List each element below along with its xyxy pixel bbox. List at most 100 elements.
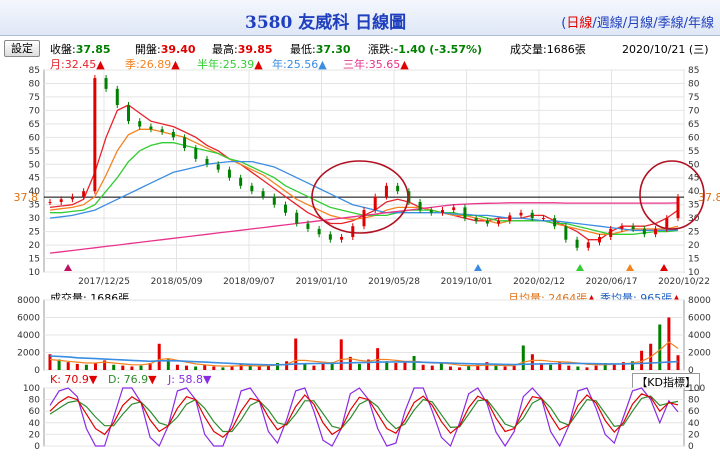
kd-ytick-label-left: 80 xyxy=(29,396,41,406)
ma-legend-year: 年:25.56▲ xyxy=(272,56,327,72)
volume-bar xyxy=(558,362,562,370)
kd-d-arrow: ▼ xyxy=(148,373,157,386)
price-ytick-label-right: 80 xyxy=(688,79,700,89)
quote-volume: 成交量:1686張 xyxy=(510,41,586,57)
kd-ytick-label-right: 80 xyxy=(688,396,700,406)
volume-ytick-label-right: 8000 xyxy=(688,296,711,306)
volume-bar xyxy=(248,365,252,370)
price-xtick-label: 2020/06/17 xyxy=(586,277,638,287)
volume-bar xyxy=(549,364,553,370)
volume-bar xyxy=(658,324,662,370)
volume-ytick-label-left: 8000 xyxy=(17,296,40,306)
price-ytick-label-right: 55 xyxy=(688,147,699,157)
volume-bar xyxy=(412,356,416,370)
open-label: 開盤: xyxy=(135,43,161,56)
kd-d-value: D: 76.9▼ xyxy=(108,373,157,386)
volume-bar xyxy=(75,363,79,370)
kd-d-line xyxy=(49,395,679,433)
volume-bar xyxy=(57,359,61,370)
price-xtick-label: 2017/12/25 xyxy=(78,277,130,287)
volume-bar xyxy=(394,363,398,370)
volume-bar xyxy=(539,363,543,370)
candle-body xyxy=(530,212,534,219)
candle-body xyxy=(115,88,119,106)
volume-ytick-label-left: 4000 xyxy=(17,331,40,341)
price-xtick-label: 2019/01/10 xyxy=(296,277,348,287)
candle-body xyxy=(250,185,254,192)
candle-body xyxy=(340,236,344,240)
candle-body xyxy=(306,223,310,229)
volume-bar xyxy=(276,363,280,370)
tab-monthly[interactable]: 月線 xyxy=(627,16,654,31)
price-ytick-label-left: 40 xyxy=(29,187,41,197)
price-ytick-label-left: 35 xyxy=(29,201,40,211)
candle-body xyxy=(171,131,175,138)
ma-legend-threeyear: 三年:35.65▲ xyxy=(343,56,409,72)
candle-body xyxy=(384,185,388,197)
candle-body xyxy=(564,226,568,240)
kd-plot-frame xyxy=(43,387,685,447)
quote-change: 漲跌:-1.40 (-3.57%) xyxy=(368,41,482,57)
kd-k-value: K: 70.9▼ xyxy=(50,373,97,386)
tab-weekly[interactable]: 週線 xyxy=(596,16,623,31)
volume-bar xyxy=(66,362,70,370)
volume-bar xyxy=(239,363,243,370)
candle-body xyxy=(497,220,501,224)
signal-triangle xyxy=(474,264,482,271)
volume-ytick-label-left: 6000 xyxy=(17,314,40,324)
candle-body xyxy=(284,204,287,213)
ma-month-label: 月:32.45 xyxy=(50,58,97,71)
candle-body xyxy=(631,226,635,229)
price-ytick-label-left: 50 xyxy=(29,160,41,170)
change-value: -1.40 (-3.57%) xyxy=(393,43,483,56)
high-value: 39.85 xyxy=(237,43,273,56)
kd-ytick-label-left: 40 xyxy=(29,419,41,429)
candle-body xyxy=(317,228,321,235)
quote-date: 2020/10/21 (三) xyxy=(622,43,709,56)
volume-bar xyxy=(84,364,88,370)
volume-ytick-label-right: 6000 xyxy=(688,314,711,324)
volume-bar xyxy=(512,365,516,370)
quote-high: 最高:39.85 xyxy=(212,41,273,57)
price-ytick-label-right: 85 xyxy=(688,66,699,76)
volume-bar xyxy=(458,367,462,370)
volume-bar xyxy=(285,361,289,370)
candle-body xyxy=(598,236,601,243)
candle-body xyxy=(138,121,142,127)
volume-bar xyxy=(175,364,179,370)
price-ytick-label-right: 35 xyxy=(688,201,699,211)
volume-bar xyxy=(567,365,571,370)
volume-bar xyxy=(148,363,152,370)
candle-body xyxy=(676,196,680,219)
price-ytick-label-right: 40 xyxy=(688,187,700,197)
tab-daily[interactable]: 日線 xyxy=(566,16,593,31)
ma-month-arrow: ▲ xyxy=(96,58,105,71)
settings-button[interactable]: 設定 xyxy=(4,40,40,57)
volume-bar xyxy=(330,362,334,370)
price-xtick-label: 2020/02/12 xyxy=(513,277,565,287)
price-ytick-label-left: 70 xyxy=(29,106,41,116)
tab-quarterly[interactable]: 季線 xyxy=(657,16,684,31)
title-bar: 3580 友威科 日線圖 (日線/週線/月線/季線/年線 xyxy=(0,0,720,36)
kd-ytick-label-right: 0 xyxy=(688,442,694,452)
price-xtick-label: 2020/10/22 xyxy=(658,277,710,287)
kd-ytick-label-left: 60 xyxy=(29,407,41,417)
volume-bar xyxy=(321,363,325,370)
candle-body xyxy=(227,169,231,178)
price-ytick-label-left: 15 xyxy=(29,255,40,265)
price-ytick-label-right: 60 xyxy=(688,133,700,143)
volume-bar xyxy=(476,364,480,370)
price-ytick-label-left: 75 xyxy=(29,93,40,103)
volume-bar xyxy=(357,363,361,370)
kd-j-line xyxy=(49,387,679,448)
candle-body xyxy=(70,196,74,200)
candle-body xyxy=(239,177,243,186)
kd-k-arrow: ▼ xyxy=(88,373,98,386)
volume-bar xyxy=(257,366,261,370)
volume-ytick-label-right: 4000 xyxy=(688,331,711,341)
tab-yearly[interactable]: 年線 xyxy=(687,16,714,31)
nav-sep: / xyxy=(683,16,688,31)
volume-bar xyxy=(385,361,389,370)
price-ytick-label-right: 10 xyxy=(688,268,700,278)
